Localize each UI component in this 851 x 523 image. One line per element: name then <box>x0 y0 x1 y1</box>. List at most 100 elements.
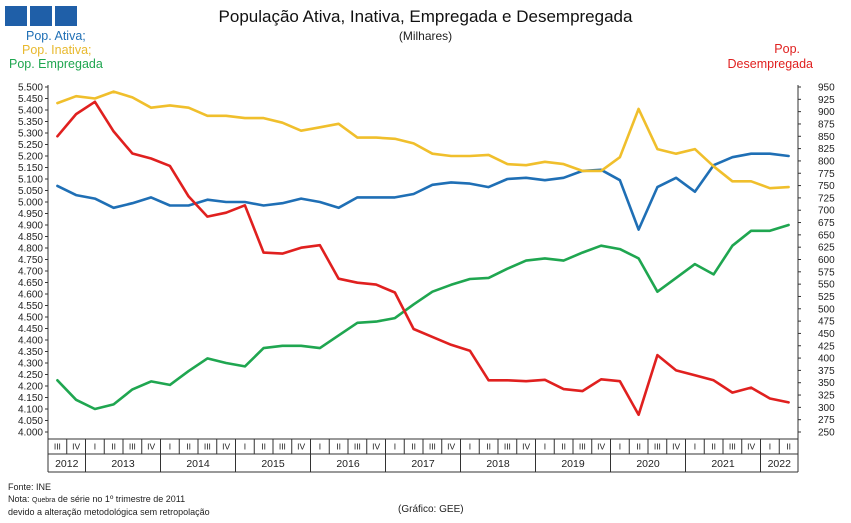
gee-logo <box>5 6 77 26</box>
y-left-tick-label: 5.050 <box>18 186 43 197</box>
y-left-tick-label: 4.850 <box>18 232 43 243</box>
y-left-tick-label: 4.900 <box>18 221 43 232</box>
y-right-tick-label: 850 <box>818 132 835 143</box>
y-right-tick-label: 550 <box>818 280 835 291</box>
y-left-tick-label: 5.350 <box>18 117 43 128</box>
x-quarter-label: I <box>694 442 696 452</box>
y-left-tick-label: 4.200 <box>18 382 43 393</box>
y-right-tick-label: 450 <box>818 329 835 340</box>
y-right-tick-label: 775 <box>818 169 835 180</box>
y-left-tick-label: 4.750 <box>18 255 43 266</box>
y-right-tick-label: 600 <box>818 255 835 266</box>
x-quarter-label: IV <box>372 442 380 452</box>
x-quarter-label: III <box>279 442 286 452</box>
x-quarter-label: IV <box>522 442 530 452</box>
x-year-label: 2022 <box>768 458 792 470</box>
y-left-tick-label: 5.150 <box>18 163 43 174</box>
y-right-tick-label: 925 <box>818 95 835 106</box>
y-left-tick-label: 4.000 <box>18 428 43 439</box>
y-left-tick-label: 5.250 <box>18 140 43 151</box>
y-right-tick-label: 250 <box>818 428 835 439</box>
x-year-label: 2015 <box>261 458 285 470</box>
x-quarter-label: III <box>429 442 436 452</box>
x-quarter-label: IV <box>222 442 230 452</box>
y-left-tick-label: 5.450 <box>18 94 43 105</box>
y-left-tick-label: 5.100 <box>18 175 43 186</box>
legend-ativa: Pop. Ativa; <box>26 29 86 43</box>
x-quarter-label: II <box>786 442 791 452</box>
x-quarter-label: I <box>769 442 771 452</box>
y-right-tick-label: 300 <box>818 403 835 414</box>
y-left-tick-label: 4.250 <box>18 370 43 381</box>
y-right-tick-label: 800 <box>818 156 835 167</box>
x-quarter-label: III <box>579 442 586 452</box>
x-quarter-label: I <box>169 442 171 452</box>
x-year-label: 2018 <box>486 458 510 470</box>
x-quarter-label: I <box>394 442 396 452</box>
y-left-tick-label: 4.950 <box>18 209 43 220</box>
x-year-label: 2020 <box>636 458 660 470</box>
y-right-tick-label: 475 <box>818 317 835 328</box>
x-year-label: 2016 <box>336 458 360 470</box>
y-left-tick-label: 4.700 <box>18 267 43 278</box>
chart-credit: (Gráfico: GEE) <box>398 504 464 515</box>
chart-title: População Ativa, Inativa, Empregada e De… <box>218 7 633 26</box>
y-right-tick-label: 500 <box>818 304 835 315</box>
y-right-tick-label: 700 <box>818 206 835 217</box>
series-line-inativa <box>56 90 790 190</box>
x-year-label: 2017 <box>411 458 435 470</box>
series-line-ativa <box>56 152 790 231</box>
x-quarter-label: II <box>636 442 641 452</box>
y-left-tick-label: 5.500 <box>18 83 43 94</box>
x-quarter-label: IV <box>672 442 680 452</box>
footnote-note-rest: de série no 1º trimestre de 2011 <box>57 494 186 504</box>
legend-desempregada-line1: Pop. <box>774 42 800 56</box>
y-left-tick-label: 4.500 <box>18 313 43 324</box>
footnote-note-small: Quebra <box>32 497 56 504</box>
y-right-tick-label: 875 <box>818 119 835 130</box>
y-right-tick-label: 325 <box>818 391 835 402</box>
y-right-tick-label: 275 <box>818 415 835 426</box>
x-quarter-label: I <box>244 442 246 452</box>
y-right-tick-label: 525 <box>818 292 835 303</box>
x-quarter-label: II <box>336 442 341 452</box>
x-year-label: 2013 <box>111 458 135 470</box>
x-quarter-label: III <box>354 442 361 452</box>
x-quarter-label: III <box>504 442 511 452</box>
y-left-tick-label: 4.450 <box>18 324 43 335</box>
y-left-tick-label: 5.200 <box>18 152 43 163</box>
y-right-tick-label: 400 <box>818 354 835 365</box>
series-line-desempregada <box>56 100 790 417</box>
x-quarter-label: I <box>319 442 321 452</box>
y-right-tick-label: 650 <box>818 230 835 241</box>
x-year-label: 2021 <box>711 458 735 470</box>
y-right-tick-label: 575 <box>818 267 835 278</box>
y-left-tick-label: 5.400 <box>18 106 43 117</box>
y-right-tick-label: 350 <box>818 378 835 389</box>
x-quarter-label: II <box>111 442 116 452</box>
x-quarter-label: IV <box>747 442 755 452</box>
x-quarter-label: II <box>411 442 416 452</box>
y-right-tick-label: 675 <box>818 218 835 229</box>
x-quarter-label: III <box>654 442 661 452</box>
y-left-tick-label: 5.300 <box>18 129 43 140</box>
x-quarter-label: I <box>544 442 546 452</box>
footnote-source: Fonte: INE <box>8 482 52 492</box>
footnote-note-line2: devido a alteração metodológica sem retr… <box>8 507 210 517</box>
x-quarter-label: IV <box>447 442 455 452</box>
chart-subtitle: (Milhares) <box>398 29 453 43</box>
x-quarter-label: II <box>561 442 566 452</box>
logo-square-1 <box>5 6 27 26</box>
y-right-tick-label: 750 <box>818 181 835 192</box>
x-year-label: 2014 <box>186 458 210 470</box>
x-year-label: 2019 <box>561 458 585 470</box>
x-quarter-label: IV <box>297 442 305 452</box>
y-right-tick-label: 425 <box>818 341 835 352</box>
x-quarter-label: II <box>186 442 191 452</box>
y-left-tick-label: 4.400 <box>18 336 43 347</box>
footnote-note-prefix: Nota: <box>8 494 30 504</box>
logo-square-3 <box>55 6 77 26</box>
y-right-tick-label: 725 <box>818 193 835 204</box>
y-left-tick-label: 4.300 <box>18 359 43 370</box>
